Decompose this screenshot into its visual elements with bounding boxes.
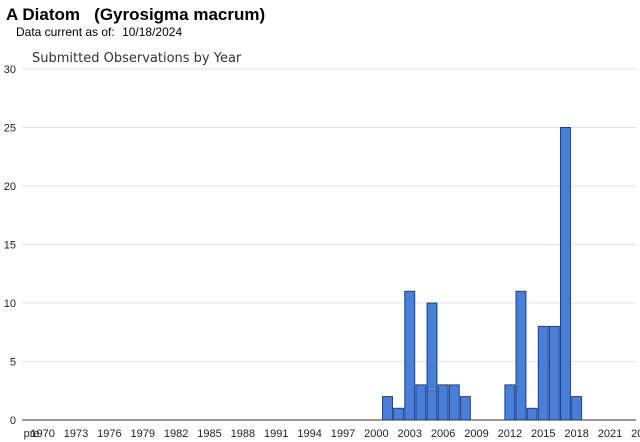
bar-2004 xyxy=(415,384,427,421)
bar-2002 xyxy=(393,407,405,421)
x-tick-label: 1988 xyxy=(231,428,255,440)
x-tick-label: 2000 xyxy=(364,428,388,440)
y-tick-label: 5 xyxy=(10,357,16,369)
y-tick-label: 0 xyxy=(10,415,16,427)
x-tick-label: 1979 xyxy=(131,428,155,440)
x-tick-label: 2018 xyxy=(564,428,588,440)
y-tick-label: 15 xyxy=(4,240,16,252)
grid-lines xyxy=(22,68,636,362)
data-current-date: 10/18/2024 xyxy=(122,25,183,39)
bar-2017 xyxy=(560,127,571,421)
bar-2016 xyxy=(548,325,560,421)
y-tick-label: 20 xyxy=(4,181,16,193)
x-tick-label: pre xyxy=(24,428,40,440)
bar-2001 xyxy=(382,396,393,421)
x-tick-label: 1991 xyxy=(264,428,288,440)
x-tick-label: 1994 xyxy=(297,428,321,440)
data-current-line: Data current as of: 10/18/2024 xyxy=(16,25,182,39)
x-tick-label: 1970 xyxy=(30,428,54,440)
x-tick-label: 1973 xyxy=(64,428,88,440)
bar-2015 xyxy=(537,325,549,421)
bar-2012 xyxy=(504,384,516,421)
y-axis-ticks: 0 5 10 15 20 25 30 xyxy=(4,64,16,427)
bars xyxy=(382,127,583,421)
x-tick-label: 2021 xyxy=(598,428,622,440)
bar-2006 xyxy=(437,384,449,421)
x-tick-label: 1985 xyxy=(197,428,221,440)
x-tick-label: 2009 xyxy=(464,428,488,440)
x-tick-label: 1997 xyxy=(331,428,355,440)
x-tick-label: 2015 xyxy=(531,428,555,440)
species-title: A Diatom (Gyrosigma macrum) xyxy=(6,5,266,24)
y-tick-label: 10 xyxy=(4,298,16,310)
x-tick-label: 2012 xyxy=(498,428,522,440)
bar-2005 xyxy=(426,302,438,421)
bar-2007 xyxy=(448,384,460,421)
x-tick-label: 1976 xyxy=(97,428,121,440)
bar-2013 xyxy=(515,290,527,421)
y-tick-label: 25 xyxy=(4,123,16,135)
x-tick-label: 2024 xyxy=(631,428,640,440)
x-tick-label: 2003 xyxy=(398,428,422,440)
bar-2014 xyxy=(526,407,538,421)
bar-2003 xyxy=(404,290,416,421)
chart-title: Submitted Observations by Year xyxy=(32,51,242,66)
bar-2018 xyxy=(571,396,583,421)
x-tick-label: 1982 xyxy=(164,428,188,440)
bar-2008 xyxy=(459,396,471,421)
x-tick-label: 2006 xyxy=(431,428,455,440)
y-tick-label: 30 xyxy=(4,64,16,76)
data-current-label: Data current as of: xyxy=(16,25,115,39)
